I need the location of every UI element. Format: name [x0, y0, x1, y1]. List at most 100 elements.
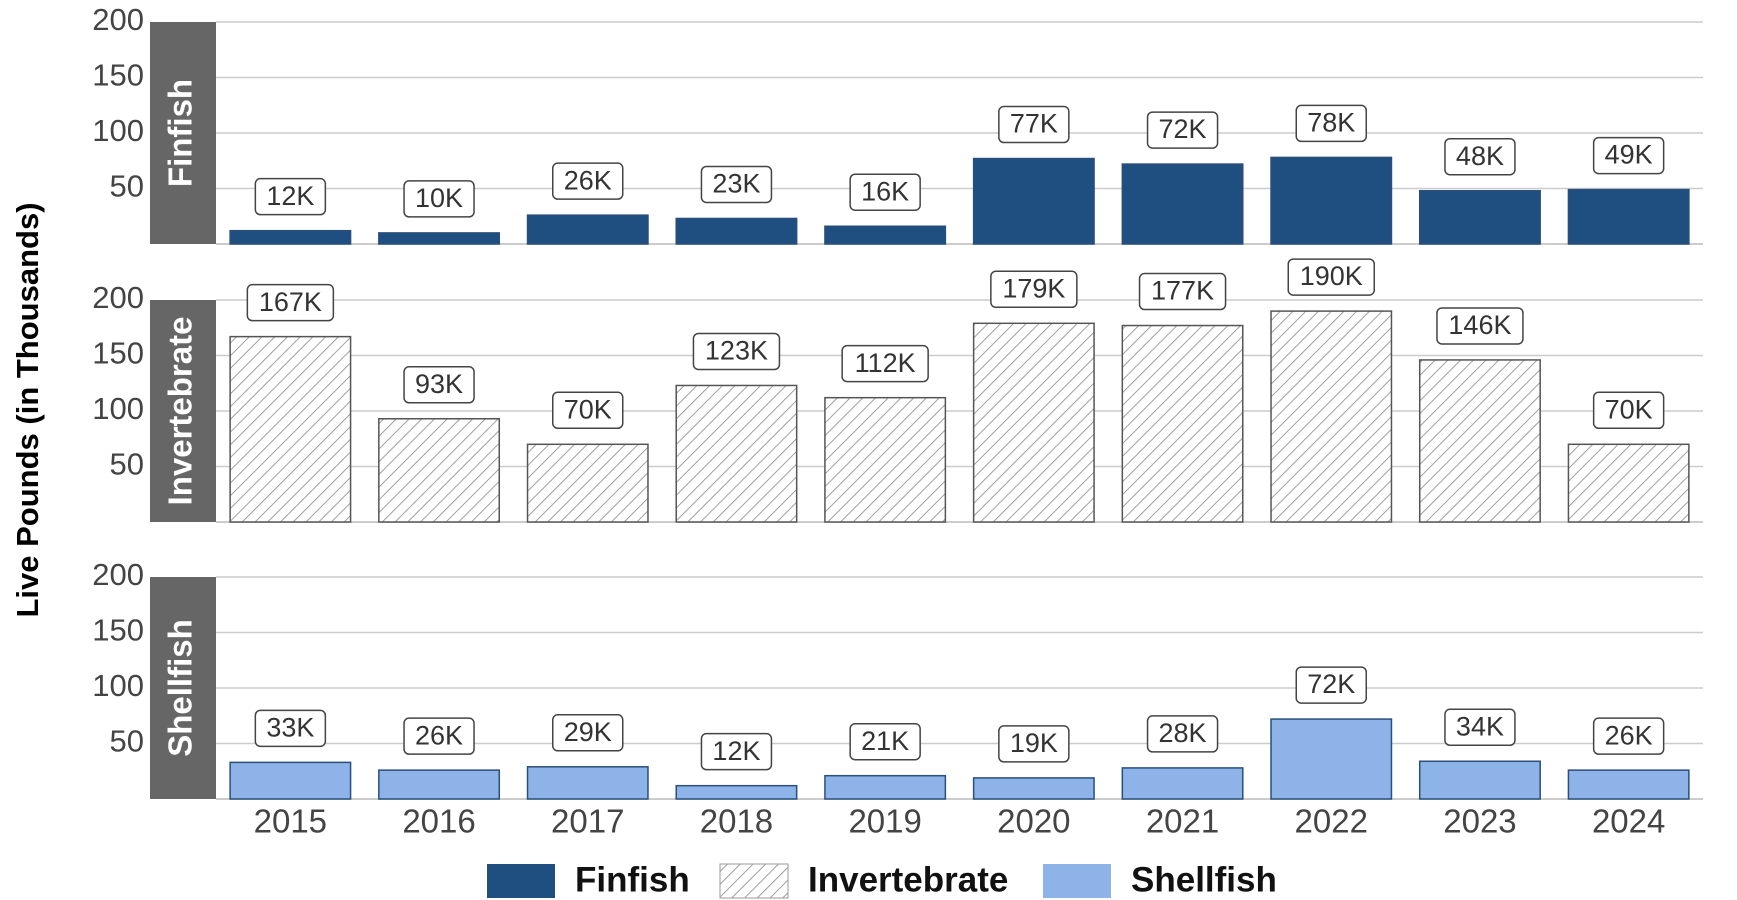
x-tick-label: 2015 [254, 803, 327, 840]
value-label: 49K [1605, 140, 1653, 170]
value-label-box [849, 173, 921, 211]
value-label: 33K [266, 712, 314, 742]
value-label-box [403, 366, 475, 404]
bar [1418, 359, 1541, 523]
bar [1270, 310, 1393, 523]
value-label: 190K [1300, 261, 1363, 291]
y-tick-label: 200 [92, 280, 144, 315]
value-label: 12K [266, 181, 314, 211]
value-label: 112K [855, 348, 916, 378]
legend-swatch [719, 863, 789, 899]
y-tick-label: 150 [92, 58, 144, 93]
value-label: 34K [1456, 711, 1504, 741]
facet-label: Shellfish [162, 619, 199, 757]
x-tick-label: 2019 [848, 803, 921, 840]
facet-label: Finfish [162, 79, 199, 187]
bar [675, 217, 798, 245]
value-label-box [1287, 258, 1375, 296]
value-label: 72K [1159, 114, 1207, 144]
value-label: 48K [1456, 141, 1504, 171]
legend-label: Invertebrate [808, 860, 1008, 899]
value-label: 16K [861, 176, 909, 206]
value-label-box [254, 709, 327, 748]
facet-strip [150, 577, 216, 799]
value-label: 23K [712, 169, 760, 199]
bar [824, 396, 947, 523]
x-tick-label: 2017 [551, 803, 624, 840]
value-label-box [998, 725, 1070, 763]
value-label: 26K [564, 165, 612, 195]
bar [378, 232, 501, 245]
bar [526, 766, 649, 800]
bar [972, 777, 1095, 800]
value-label-box [1146, 111, 1219, 149]
value-label-box [552, 391, 624, 430]
x-tick-label: 2016 [402, 803, 475, 840]
x-tick-label: 2021 [1146, 803, 1219, 840]
value-label: 29K [564, 717, 612, 747]
bar [675, 384, 798, 523]
value-label-box [998, 105, 1070, 144]
value-label: 179K [1002, 273, 1065, 303]
x-tick-label: 2020 [997, 803, 1070, 840]
bar [1270, 718, 1393, 800]
bar [1418, 189, 1541, 245]
legend-swatch [487, 864, 555, 898]
value-label-box [552, 162, 624, 200]
legend-swatch [1043, 864, 1111, 898]
y-tick-label: 100 [92, 668, 144, 703]
value-label-box [692, 332, 781, 371]
value-label: 19K [1010, 728, 1058, 758]
value-label-box [246, 283, 335, 322]
value-label-box [1138, 272, 1227, 311]
value-label-box [1592, 391, 1665, 430]
bar [1121, 163, 1244, 245]
y-tick-label: 100 [92, 391, 144, 426]
value-label-box [700, 165, 773, 204]
value-label: 21K [861, 726, 909, 756]
y-tick-label: 150 [92, 336, 144, 371]
bar [1121, 324, 1244, 523]
bar [1121, 767, 1244, 800]
bar [1270, 156, 1393, 245]
value-label: 72K [1307, 669, 1355, 699]
y-tick-label: 200 [92, 557, 144, 592]
x-tick-label: 2024 [1592, 803, 1665, 840]
x-tick-label: 2022 [1295, 803, 1368, 840]
y-tick-label: 50 [110, 724, 144, 759]
legend-label: Finfish [575, 860, 690, 899]
y-tick-label: 100 [92, 113, 144, 148]
bar [675, 784, 798, 800]
bar [972, 157, 1095, 245]
value-label-box [1295, 104, 1367, 143]
value-label-box [254, 177, 327, 216]
value-label: 12K [712, 736, 760, 766]
value-label-box [990, 270, 1078, 309]
bar [229, 229, 352, 245]
y-tick-label: 150 [92, 613, 144, 648]
value-label-box [700, 732, 773, 771]
value-label-box [841, 344, 929, 383]
value-label: 26K [1605, 720, 1653, 750]
y-tick-label: 200 [92, 2, 144, 37]
value-label-box [1146, 715, 1219, 753]
value-label-box [1592, 717, 1665, 755]
bar [1567, 188, 1690, 245]
x-tick-label: 2018 [700, 803, 773, 840]
bar [1567, 769, 1690, 800]
value-label: 70K [1605, 394, 1653, 424]
value-label: 123K [705, 336, 768, 366]
value-label: 177K [1151, 276, 1214, 306]
facet-strip [150, 300, 216, 522]
bar [378, 418, 501, 523]
y-tick-label: 50 [110, 447, 144, 482]
value-label: 167K [259, 287, 322, 317]
value-label: 146K [1448, 310, 1511, 340]
value-label-box [552, 714, 624, 752]
value-label-box [403, 180, 475, 218]
bar [229, 761, 352, 800]
x-tick-label: 2023 [1443, 803, 1516, 840]
y-tick-label: 50 [110, 169, 144, 204]
value-label-box [1295, 666, 1367, 704]
